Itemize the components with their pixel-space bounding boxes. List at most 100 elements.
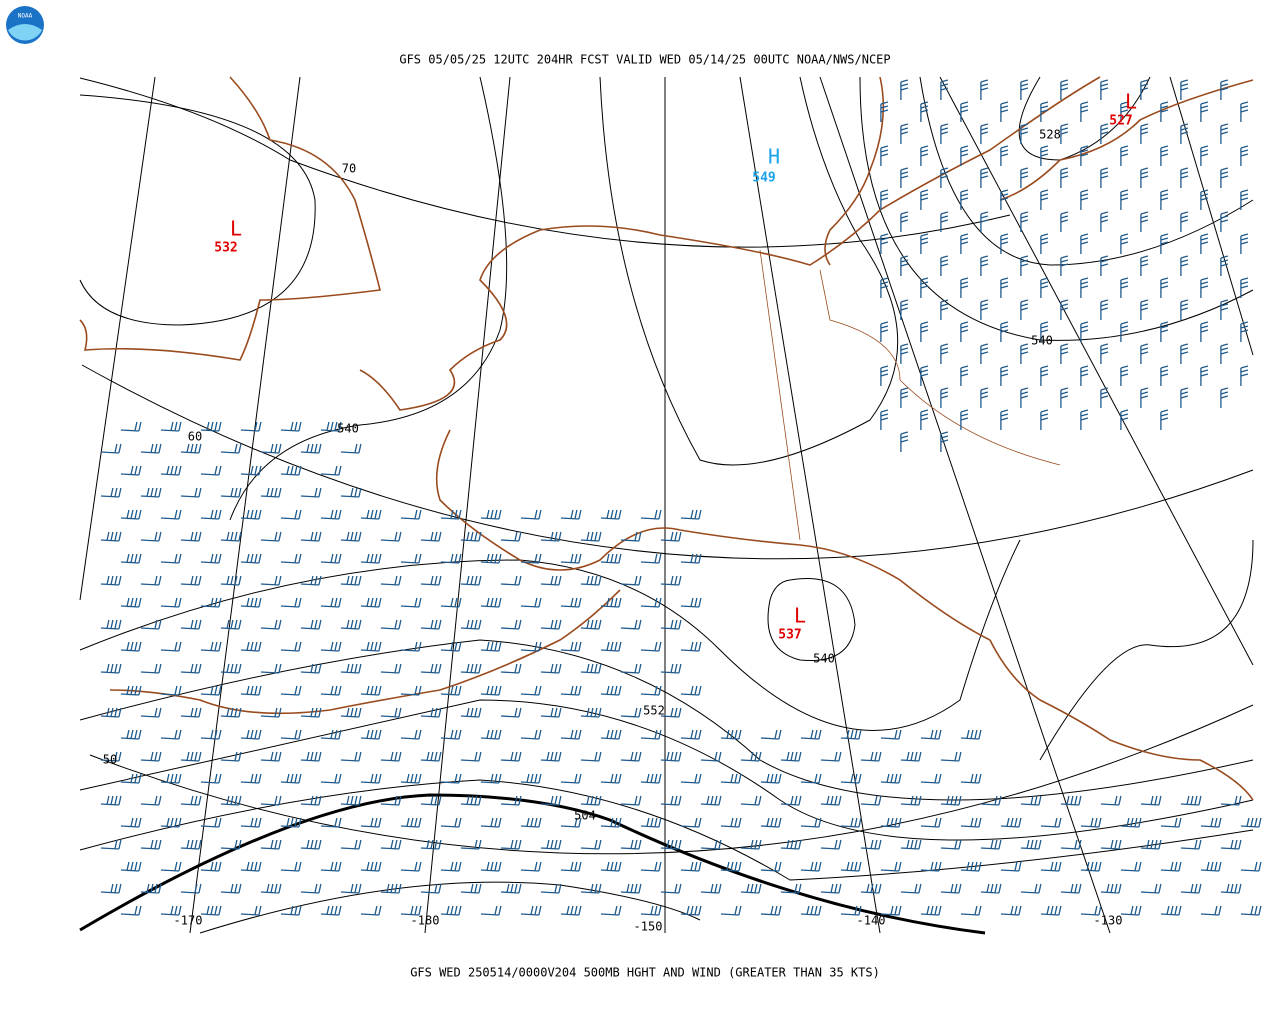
wind-barb [1020,387,1029,408]
wind-barb [400,905,422,916]
wind-barb [740,795,762,806]
wind-barb [1140,79,1149,100]
longitude-line [739,76,881,934]
wind-barb [1160,101,1169,122]
wind-barb [260,707,282,718]
wind-barb [160,553,182,564]
wind-barb [660,795,682,806]
wind-barb [380,883,402,894]
wind-barb [200,597,222,608]
wind-barb [160,861,182,872]
wind-barb [640,509,662,520]
wind-barb [820,883,842,894]
wind-barb [540,663,562,674]
wind-barb [520,861,542,872]
wind-barb [880,233,889,254]
wind-barb [1180,839,1202,850]
wind-barb [760,817,782,828]
wind-barb [1140,211,1149,232]
wind-barb [1060,211,1069,232]
wind-barb [120,905,142,916]
wind-barb [440,597,462,608]
wind-barb [1060,123,1069,144]
wind-barb [240,729,262,740]
wind-barb [700,839,722,850]
wind-barb [1080,321,1089,342]
latitude-70 [79,77,291,161]
wind-barb [1020,299,1029,320]
wind-barb [680,509,702,520]
wind-barb [1060,387,1069,408]
wind-barb [1220,299,1229,320]
wind-barb [200,553,222,564]
wind-barb [680,729,702,740]
pressure-symbol: L [794,604,806,628]
wind-barb [1020,343,1029,364]
wind-barb [960,861,982,872]
wind-barb [780,751,802,762]
wind-barb [1080,409,1089,430]
wind-barb [1080,101,1089,122]
wind-barb [1100,167,1109,188]
wind-barb [1100,79,1109,100]
wind-barb [840,817,862,828]
wind-barb [540,531,562,542]
wind-barb [1080,189,1089,210]
wind-barb [900,299,909,320]
graticule [79,76,1254,934]
wind-barb [720,773,742,784]
latitude-label: 70 [342,162,356,176]
wind-barb [380,531,402,542]
wind-barb [1080,145,1089,166]
wind-barb [960,905,982,916]
wind-barb [1200,861,1222,872]
wind-barb [100,707,122,718]
wind-barb [420,575,442,586]
wind-barb [340,663,362,674]
wind-barb [340,795,362,806]
wind-barb [860,751,882,762]
wind-barb [400,685,422,696]
wind-barb [1140,883,1162,894]
height-contour [1039,539,1254,761]
wind-barb [240,817,262,828]
wind-barb [120,817,142,828]
wind-barb [980,839,1002,850]
height-contour [229,76,508,521]
wind-barb [1000,409,1009,430]
longitude-label: -170 [174,914,203,928]
height-contour [859,76,1254,341]
wind-barb [1200,365,1209,386]
wind-barb [520,509,542,520]
wind-barb [840,773,862,784]
wind-barb [200,685,222,696]
wind-barb [680,817,702,828]
wind-barb [300,531,322,542]
wind-barb [1220,123,1229,144]
height-contour [767,578,856,662]
longitude-line [1169,76,1254,356]
wind-barb [720,861,742,872]
wind-barb [300,883,322,894]
wind-barb [440,817,462,828]
wind-barb [520,905,542,916]
wind-barb [660,751,682,762]
contour-label: 552 [643,704,665,718]
wind-barb [760,729,782,740]
wind-barb [680,773,702,784]
wind-barb [1120,101,1129,122]
wind-barb [320,641,342,652]
wind-barb [400,773,422,784]
wind-barb [200,773,222,784]
wind-barb [120,773,142,784]
wind-barb [1160,861,1182,872]
wind-barb [420,883,442,894]
wind-barb [600,729,622,740]
wind-barb [560,861,582,872]
wind-barb [540,619,562,630]
wind-barb [220,487,242,498]
wind-barb [920,277,929,298]
wind-barb [880,409,889,430]
wind-barb [1120,145,1129,166]
wind-barb [300,707,322,718]
